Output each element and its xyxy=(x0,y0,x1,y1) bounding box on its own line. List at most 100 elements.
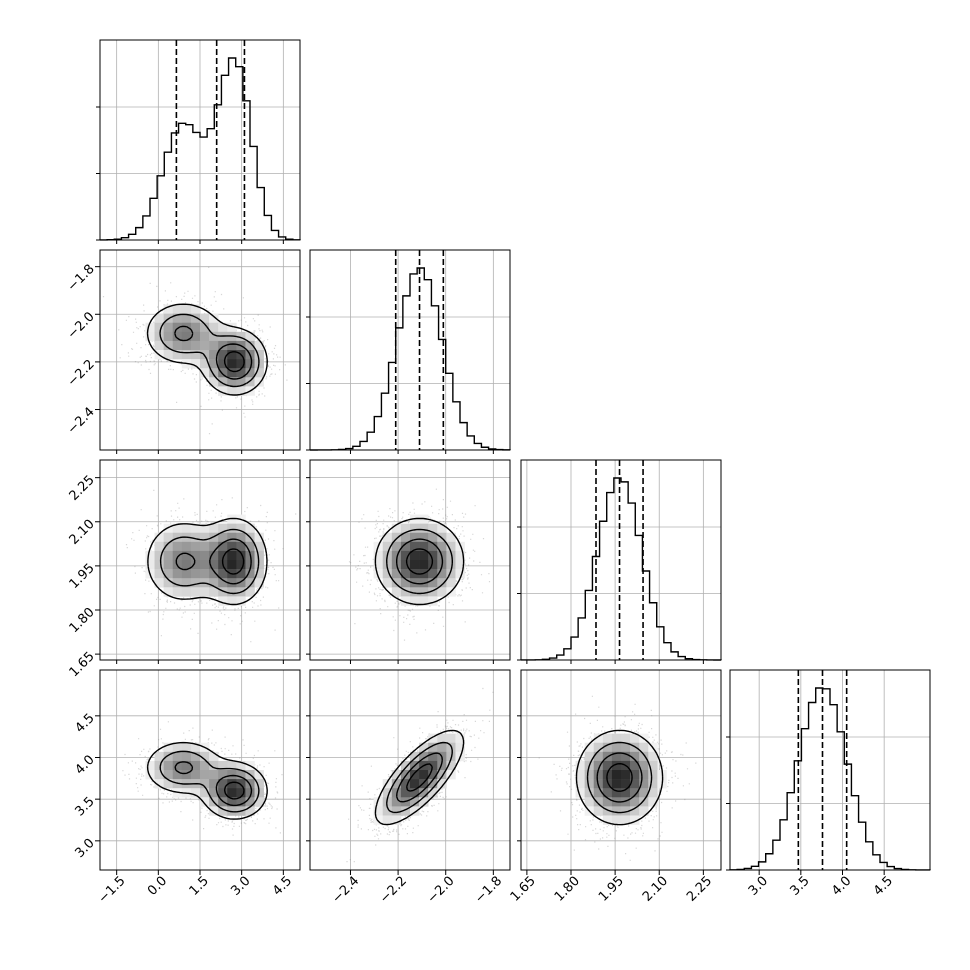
density-cell xyxy=(639,770,649,780)
panel-content xyxy=(100,460,300,660)
density-cell xyxy=(428,760,438,771)
density-cell xyxy=(172,304,183,314)
density-cell xyxy=(218,377,228,387)
scatter-panel-p1-p2 xyxy=(309,459,511,661)
y-tick-label-p2: 2.25 xyxy=(67,473,98,504)
density-cell xyxy=(209,359,219,369)
density-cell xyxy=(373,569,384,579)
density-cell xyxy=(410,788,420,798)
density-cell xyxy=(611,751,622,762)
density-cell xyxy=(400,550,411,561)
density-cell xyxy=(621,742,631,753)
density-cell xyxy=(419,532,429,543)
density-cell xyxy=(181,322,192,333)
x-tick-label-p2: 2.10 xyxy=(640,874,671,905)
density-cell xyxy=(446,578,456,588)
density-cell xyxy=(218,779,228,789)
density-cell xyxy=(163,550,174,561)
density-cell xyxy=(382,532,393,543)
x-tick-label-p2: 1.80 xyxy=(552,874,583,905)
density-cell xyxy=(181,350,192,360)
density-cell xyxy=(227,578,237,588)
panel-frame xyxy=(309,249,511,451)
density-cell xyxy=(391,779,402,789)
density-cell xyxy=(172,569,183,579)
hist-panel-p0 xyxy=(96,39,301,241)
panel-content xyxy=(310,460,510,660)
density-cell xyxy=(437,760,447,771)
panel-frame xyxy=(520,459,722,661)
density-cell xyxy=(245,560,255,570)
density-cell xyxy=(218,532,228,543)
density-cell xyxy=(254,770,264,780)
x-tick-label-p3: 3.0 xyxy=(746,874,771,899)
density-cell xyxy=(593,770,604,780)
density-cell xyxy=(209,788,219,798)
density-cell xyxy=(630,797,640,807)
scatter-panel-p0-p3 xyxy=(99,669,301,871)
density-cell xyxy=(254,340,264,351)
contour-level-0 xyxy=(374,729,465,826)
density-cell xyxy=(200,368,210,378)
density-cell xyxy=(154,779,164,789)
panels xyxy=(96,39,931,871)
density-cell xyxy=(236,596,246,606)
x-tick-label-p0: 0.0 xyxy=(145,874,170,899)
density-cell xyxy=(410,779,420,789)
density-cell xyxy=(236,377,246,387)
density-cell xyxy=(400,541,411,552)
density-cell xyxy=(145,770,155,780)
density-cell xyxy=(218,578,228,588)
density-cell xyxy=(200,760,210,771)
x-tick-label-p1: −1.8 xyxy=(472,874,505,907)
density-cell xyxy=(200,587,210,597)
density-cell xyxy=(190,760,201,771)
density-cell xyxy=(145,550,155,561)
y-tick-label-p3: 3.0 xyxy=(72,836,97,861)
contour-level-3 xyxy=(405,548,434,575)
density-cell xyxy=(236,797,246,807)
density-cell xyxy=(410,751,420,762)
density-cell xyxy=(419,779,429,789)
density-cell xyxy=(163,760,174,771)
density-cell xyxy=(190,751,201,762)
density-cell xyxy=(190,322,201,333)
density-cell xyxy=(190,587,201,597)
x-tick-label-p2: 1.95 xyxy=(596,874,627,905)
x-tick-label-p2: 2.25 xyxy=(684,874,715,905)
density-cell xyxy=(209,587,219,597)
density-cell xyxy=(163,322,174,333)
density-cell xyxy=(419,770,429,780)
density-cell xyxy=(200,550,210,561)
density-cell xyxy=(181,304,192,314)
density-cell xyxy=(391,523,402,534)
density-cell xyxy=(602,788,613,798)
density-cell xyxy=(630,770,640,780)
density-cell xyxy=(593,742,604,753)
density-cell xyxy=(410,560,420,570)
density-cell xyxy=(163,742,174,753)
density-cell xyxy=(163,304,174,314)
density-cell xyxy=(391,815,402,825)
y-tick-label-p1: −1.8 xyxy=(65,262,98,295)
density-cell xyxy=(382,788,393,798)
panel-content xyxy=(310,670,510,870)
density-cell xyxy=(593,733,604,744)
density-cell xyxy=(190,541,201,552)
density-cell xyxy=(181,523,192,534)
density-cell xyxy=(218,760,228,771)
density-cell xyxy=(410,587,420,597)
density-cell xyxy=(245,377,255,387)
density-cell xyxy=(584,779,595,789)
density-cell xyxy=(190,560,201,570)
density-cell xyxy=(209,770,219,780)
density-cell xyxy=(200,532,210,543)
density-cell xyxy=(181,770,192,780)
density-cell xyxy=(209,368,219,378)
density-cell xyxy=(410,797,420,807)
density-cell xyxy=(163,560,174,570)
density-cell xyxy=(584,788,595,798)
density-cell xyxy=(446,569,456,579)
density-cell xyxy=(218,569,228,579)
density-cell xyxy=(648,779,658,789)
